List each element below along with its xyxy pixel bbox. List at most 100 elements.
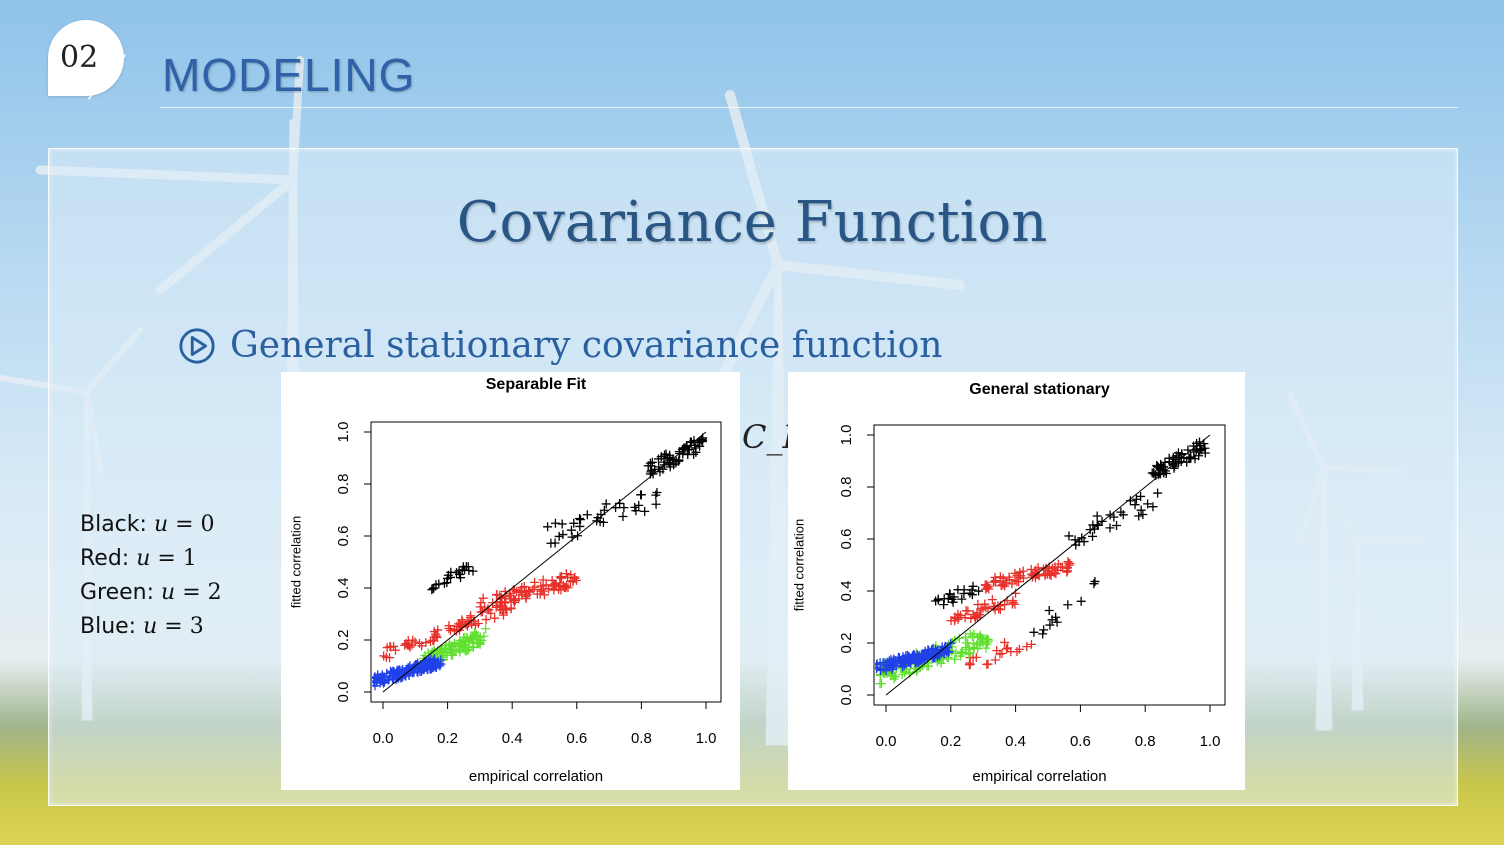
data-point: [1000, 637, 1010, 647]
y-tick-label: 0.4: [838, 581, 855, 602]
data-point: [519, 582, 529, 592]
data-point: [965, 659, 975, 669]
x-tick-label: 0.4: [502, 730, 523, 747]
data-point: [528, 584, 538, 594]
data-point: [561, 583, 571, 593]
data-point: [372, 676, 382, 686]
y-tick-label: 0.4: [335, 578, 352, 599]
legend-color-name: Blue:: [80, 614, 144, 639]
data-point: [1001, 578, 1011, 588]
data-point: [417, 641, 427, 651]
data-point: [992, 646, 1002, 656]
legend-item-red: Red: u = 1: [80, 542, 222, 576]
y-tick-label: 0.0: [335, 682, 352, 703]
data-point: [960, 613, 970, 623]
data-point: [696, 435, 706, 445]
data-point: [686, 437, 696, 447]
y-tick-label: 1.0: [335, 422, 352, 443]
data-point: [468, 632, 478, 642]
plot-frame: [873, 424, 1226, 706]
color-legend: Black: u = 0 Red: u = 1 Green: u = 2 Blue: …: [80, 508, 222, 644]
data-point: [422, 663, 432, 673]
data-point: [481, 615, 491, 625]
data-point: [1052, 617, 1062, 627]
data-point: [426, 636, 436, 646]
data-point: [1051, 612, 1061, 622]
data-point: [1029, 627, 1039, 637]
reference-line: [382, 431, 707, 693]
data-point: [486, 608, 496, 618]
data-point: [458, 617, 468, 627]
data-point: [1160, 457, 1170, 467]
data-point: [475, 602, 485, 612]
play-circle-icon: [179, 327, 215, 364]
legend-item-blue: Blue: u = 3: [80, 610, 222, 644]
data-point: [1164, 457, 1174, 467]
data-point: [1151, 470, 1161, 480]
x-axis-label: empirical correlation: [469, 768, 603, 785]
data-point: [895, 653, 905, 663]
legend-value: 0: [200, 512, 215, 537]
data-point: [511, 587, 521, 597]
data-point: [1010, 568, 1020, 578]
section-title: MODELING: [162, 49, 416, 101]
data-point: [1026, 639, 1036, 649]
chart-separable-fit: Separable Fit 0.0 0.2 0.4 0.6 0.8 1.0 0.0 0.2 0.4…: [281, 372, 740, 790]
section-number: 02: [60, 40, 99, 75]
data-point: [880, 658, 890, 668]
title-divider: [160, 107, 1458, 108]
data-point: [953, 585, 963, 595]
y-tick-label: 0.2: [838, 633, 855, 654]
data-point: [431, 631, 441, 641]
data-point: [575, 514, 585, 524]
x-tick-label: 0.8: [631, 730, 652, 747]
data-point: [556, 572, 566, 581]
legend-math-var: u: [143, 614, 158, 639]
data-point: [1022, 642, 1032, 652]
data-point: [917, 649, 927, 659]
data-point: [511, 595, 521, 605]
scatter-plot-separable-fit: Separable Fit 0.0 0.2 0.4 0.6 0.8 1.0 0.0 0.2 0.4…: [288, 376, 722, 785]
y-tick-label: 0.8: [335, 474, 352, 495]
data-point: [879, 664, 889, 674]
data-point: [1092, 511, 1102, 521]
data-point: [1155, 464, 1165, 474]
data-point: [1125, 496, 1135, 506]
data-point: [956, 648, 966, 658]
data-point: [965, 629, 975, 639]
data-point: [1116, 507, 1126, 517]
data-point: [640, 506, 650, 516]
data-point: [428, 635, 438, 645]
data-point: [994, 604, 1004, 614]
data-point: [1038, 629, 1048, 639]
data-point: [444, 621, 454, 631]
data-point: [927, 645, 937, 655]
data-point: [974, 586, 984, 596]
plot-frame: [370, 421, 722, 703]
data-point: [619, 503, 629, 513]
data-point: [1089, 579, 1099, 589]
legend-math-var: u: [161, 580, 176, 605]
data-point: [449, 646, 459, 656]
data-point: [389, 641, 399, 651]
data-point: [651, 499, 661, 509]
data-point: [1200, 448, 1210, 458]
data-point: [538, 575, 548, 585]
data-point: [382, 668, 392, 678]
legend-math-var: u: [136, 546, 151, 571]
y-axis-label: fitted correlation: [288, 516, 303, 609]
data-point: [973, 638, 983, 648]
data-point: [1168, 452, 1178, 462]
data-point: [447, 648, 457, 658]
data-point: [434, 579, 444, 589]
data-point: [537, 584, 547, 594]
data-point: [462, 633, 472, 643]
data-point: [975, 630, 985, 640]
x-tick-label: 0.6: [1070, 733, 1091, 750]
data-point: [557, 519, 567, 529]
data-point: [473, 631, 483, 641]
data-point: [1040, 570, 1050, 580]
chart-title: General stationary: [969, 381, 1110, 398]
legend-math-var: u: [153, 512, 169, 537]
data-point: [1088, 531, 1098, 541]
